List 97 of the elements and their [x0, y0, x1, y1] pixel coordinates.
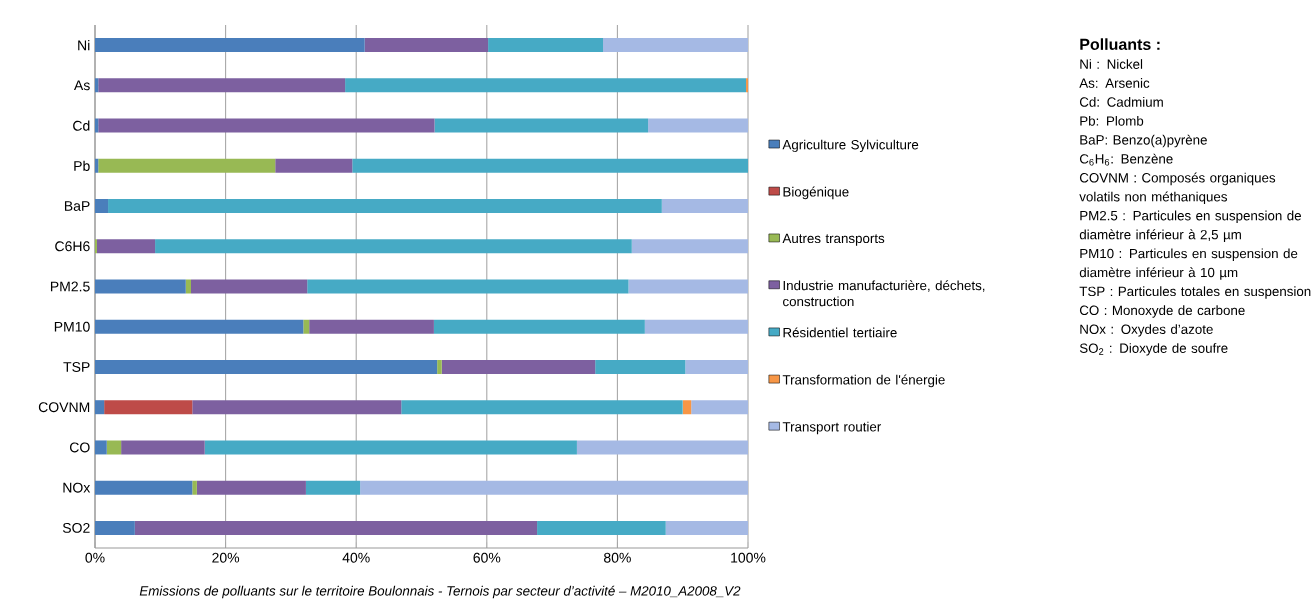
bar — [691, 400, 749, 415]
legend-label: Résidentiel tertiaire — [783, 327, 897, 338]
text: C$_{6}$H$_{6}$: Benzène — [1079, 153, 1173, 166]
y-tick-label: TSP — [63, 362, 90, 372]
legend-label: Transformation de l'énergie — [782, 374, 945, 388]
text: Cd: Cadmium — [1079, 97, 1163, 107]
y-tick-label: As — [73, 80, 90, 91]
bar — [595, 359, 686, 374]
text: Ni : Nickel — [1080, 59, 1143, 69]
text: PM10 : Particules en suspension de diamètre inférieur à 10 µm — [1079, 248, 1298, 280]
bar — [95, 38, 365, 53]
text: TSP : Particules totales en suspension — [1079, 286, 1311, 299]
x-tick-label: 20% — [212, 552, 240, 563]
bar — [134, 520, 538, 535]
text: SO$_{2}$ : Dioxyde de soufre — [1079, 343, 1228, 356]
bar — [682, 400, 692, 415]
bar — [108, 199, 662, 214]
bar — [104, 400, 193, 415]
bar — [95, 199, 109, 214]
bar — [95, 319, 304, 334]
bar — [95, 359, 438, 374]
bar — [437, 359, 442, 374]
y-tick-label: COVNM — [38, 402, 90, 413]
bar — [685, 359, 749, 374]
x-tick-label: 100% — [731, 552, 766, 563]
y-tick-label: CO — [70, 442, 90, 453]
text: BaP: Benzo(a)pyrène — [1080, 134, 1207, 148]
bar — [628, 279, 749, 294]
bar — [488, 38, 604, 53]
bar — [441, 359, 596, 374]
text: COVNM : Composés organiques volatils non méthaniques — [1079, 172, 1276, 205]
bar — [95, 158, 99, 173]
bar — [95, 520, 135, 535]
bar — [95, 440, 107, 455]
x-tick-label: 40% — [342, 552, 370, 563]
bar — [631, 239, 749, 254]
text: Pb: Plomb — [1080, 115, 1144, 126]
y-tick-label: NOx — [63, 482, 91, 493]
text: Polluants : — [1080, 38, 1160, 50]
x-tick-label: 80% — [604, 552, 631, 563]
bar — [307, 279, 629, 294]
bar — [95, 480, 193, 495]
legend-label: Agriculture Sylviculture — [782, 139, 919, 153]
bar — [155, 239, 632, 254]
y-tick-label: BaP — [64, 201, 90, 211]
text: Emissions de polluants sur le territoire Boulonnais - Ternois par secteur d’activité – M2010_A2008_V2 — [139, 585, 741, 599]
bar — [537, 520, 666, 535]
text: As: Arsenic — [1079, 78, 1150, 88]
y-tick-label: C6H6 — [55, 241, 90, 252]
bar — [305, 480, 361, 495]
y-tick-label: SO2 — [62, 522, 90, 533]
y-tick-label: Cd — [73, 120, 90, 131]
bar — [603, 38, 749, 53]
text: PM2.5 : Particules en suspension de diamètre inférieur à 2,5 µm — [1079, 210, 1301, 242]
bar — [121, 440, 205, 455]
y-tick-label: PM2.5 — [50, 281, 90, 292]
bar — [95, 400, 105, 415]
bar — [644, 319, 749, 334]
bar — [433, 319, 645, 334]
bar — [204, 440, 577, 455]
bar — [364, 38, 489, 53]
bar — [196, 480, 306, 495]
x-tick-label: 0% — [85, 552, 105, 563]
bar — [98, 78, 346, 93]
bar — [401, 400, 683, 415]
legend-label: Biogénique — [783, 186, 849, 200]
bar — [345, 78, 747, 93]
bar — [360, 480, 749, 495]
bar — [192, 480, 197, 495]
y-tick-label: Pb — [74, 160, 90, 171]
bar — [661, 199, 749, 214]
bar — [309, 319, 434, 334]
bar — [96, 239, 156, 254]
y-tick-label: PM10 — [54, 321, 90, 332]
bar — [303, 319, 310, 334]
x-tick-label: 60% — [473, 552, 501, 563]
bar — [98, 158, 276, 173]
bar — [106, 440, 122, 455]
y-tick-label: Ni — [78, 40, 90, 51]
bar — [185, 279, 191, 294]
bar — [665, 520, 749, 535]
bar — [95, 279, 186, 294]
text: NOx : Oxydes d’azote — [1080, 324, 1213, 337]
bar — [648, 118, 749, 133]
bar — [434, 118, 649, 133]
legend-label: Transport routier — [782, 421, 882, 435]
bar — [95, 118, 99, 133]
bar — [191, 279, 308, 294]
bar — [576, 440, 749, 455]
bar — [98, 118, 435, 133]
bar — [192, 400, 402, 415]
text: CO : Monoxyde de carbone — [1079, 305, 1245, 318]
bar — [95, 78, 99, 93]
legend-label: Autres transports — [782, 233, 885, 246]
bar — [352, 158, 749, 173]
legend-label: Industrie manufacturière, déchets, construction — [783, 280, 985, 307]
bar — [275, 158, 353, 173]
